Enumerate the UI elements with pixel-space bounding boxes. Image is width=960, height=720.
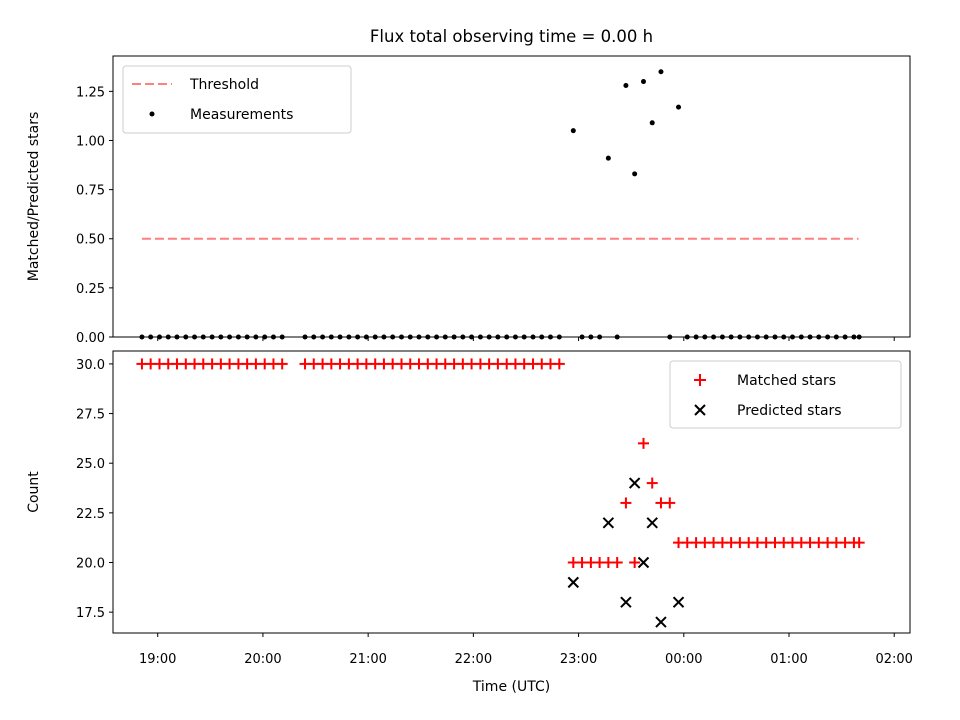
bottom-x-tick-label: 01:00 (770, 652, 807, 667)
predicted-stars-points (567, 477, 685, 628)
matched-star-marker (276, 358, 288, 370)
bottom-x-tick-label: 22:00 (455, 652, 492, 667)
top-legend-box (122, 65, 352, 134)
bottom-legend-box (669, 360, 902, 429)
predicted-star-marker-b (628, 477, 641, 489)
predicted-star-marker-b (655, 616, 667, 628)
predicted-star-marker (655, 616, 667, 628)
bottom-x-tick-label: 20:00 (244, 652, 281, 667)
bottom-panel-x-ticks: 19:00 20:00 21:00 22:00 23:00 00:00 01:00 02:00 (139, 633, 913, 667)
bottom-legend: Matched stars Predicted stars (669, 360, 902, 429)
bottom-panel-y-axis-label: Count (26, 471, 42, 513)
matched-stars-points (136, 358, 865, 568)
predicted-star-marker (637, 556, 650, 569)
predicted-star-marker-b (646, 517, 658, 529)
predicted-star-marker (646, 517, 658, 529)
matched-star-marker (629, 557, 641, 568)
predicted-stars-legend-label: Predicted stars (737, 403, 842, 419)
top-y-tick-label: 0.25 (76, 282, 105, 297)
bottom-panel-frame (112, 350, 911, 634)
predicted-star-marker (602, 517, 615, 529)
top-y-tick-label: 0.75 (76, 184, 105, 199)
bottom-y-tick-label: 17.5 (76, 606, 105, 621)
top-y-tick-label: 0.00 (76, 331, 105, 346)
matched-star-marker (611, 557, 623, 568)
bottom-x-tick-label: 21:00 (349, 652, 386, 667)
predicted-star-marker-b (567, 576, 580, 589)
matched-star-marker (853, 537, 865, 549)
predicted-star-marker (628, 477, 641, 489)
matched-star-marker (620, 497, 632, 509)
matched-stars-legend-label: Matched stars (737, 373, 836, 389)
measurement-point (640, 79, 646, 85)
predicted-star-marker-b (637, 556, 650, 569)
matched-star-marker (637, 437, 649, 449)
predicted-star-marker-b (672, 596, 685, 608)
predicted-star-marker-b (602, 517, 615, 529)
measurement-point (632, 171, 638, 177)
bottom-y-tick-label: 20.0 (76, 557, 105, 572)
top-y-tick-label: 0.50 (76, 233, 105, 248)
bottom-panel-y-ticks: 17.5 20.0 22.5 25.0 27.5 30.0 (76, 358, 113, 621)
top-panel: Flux total observing time = 0.00 h Match… (26, 27, 911, 346)
top-legend: Threshold Measurements (122, 65, 352, 134)
top-panel-frame (112, 55, 911, 338)
bottom-x-tick-label: 00:00 (665, 652, 702, 667)
bottom-x-tick-label: 19:00 (139, 652, 176, 667)
predicted-star-marker-b (620, 596, 632, 608)
measurement-point (658, 69, 664, 75)
top-y-tick-label: 1.25 (76, 85, 105, 100)
measurement-point (649, 120, 655, 126)
predicted-star-marker (672, 596, 685, 608)
matched-star-marker (664, 497, 676, 509)
measurements-legend-swatch (149, 111, 155, 117)
measurement-point (605, 155, 611, 161)
measurement-point (676, 104, 682, 110)
predicted-star-marker (620, 596, 632, 608)
top-y-tick-label: 1.00 (76, 134, 105, 149)
bottom-y-tick-label: 22.5 (76, 507, 105, 522)
bottom-y-tick-label: 27.5 (76, 408, 105, 423)
measurement-point (623, 82, 629, 88)
bottom-y-tick-label: 25.0 (76, 457, 105, 472)
top-panel-title: Flux total observing time = 0.00 h (370, 27, 653, 46)
measurements-legend-label: Measurements (190, 107, 293, 123)
matched-star-marker (553, 358, 565, 370)
top-panel-y-axis-label: Matched/Predicted stars (26, 112, 42, 282)
bottom-x-tick-label: 02:00 (875, 652, 912, 667)
predicted-star-marker (567, 576, 580, 589)
bottom-x-tick-label: 23:00 (560, 652, 597, 667)
top-panel-y-ticks: 0.00 0.25 0.50 0.75 1.00 1.25 (76, 85, 113, 346)
predicted-stars-legend-swatch (694, 404, 706, 416)
x-axis-label: Time (UTC) (472, 679, 550, 695)
threshold-legend-label: Threshold (189, 77, 259, 93)
matched-stars-legend-swatch (694, 374, 706, 386)
matched-star-marker (646, 477, 658, 489)
bottom-y-tick-label: 30.0 (76, 358, 105, 373)
bottom-panel: Count Time (UTC) 17.5 20.0 22.5 25.0 27.5 30.… (26, 350, 913, 695)
measurement-point (570, 128, 576, 134)
